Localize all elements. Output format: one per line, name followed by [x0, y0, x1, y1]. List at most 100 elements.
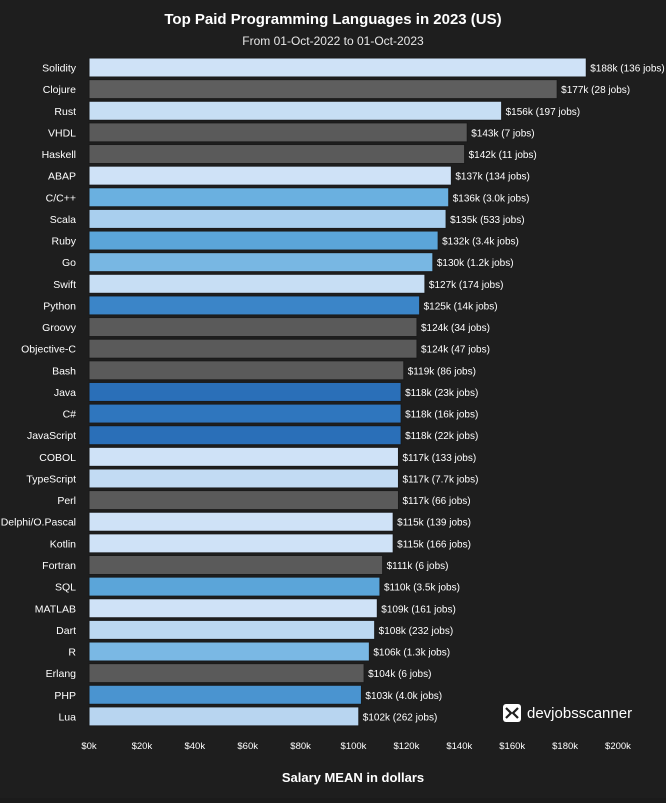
bar-haskell[interactable] — [88, 144, 466, 165]
x-tick-label: $80k — [290, 741, 311, 752]
x-axis-label: Salary MEAN in dollars — [282, 770, 424, 785]
bar-typescript[interactable] — [88, 468, 399, 489]
brand-name: devjobsscanner — [527, 705, 632, 722]
bar-perl[interactable] — [88, 490, 399, 511]
value-label: $104k (6 jobs) — [368, 669, 431, 680]
x-tick-label: $120k — [393, 741, 419, 752]
category-labels: Solidity Clojure Rust VHDL Haskell ABAP C/C++ S… — [1, 63, 77, 724]
bar-python[interactable] — [88, 295, 421, 316]
x-tick-label: $160k — [499, 741, 525, 752]
bar-vhdl[interactable] — [88, 122, 468, 143]
bar-matlab[interactable] — [88, 598, 378, 619]
category-label: Groovy — [42, 322, 77, 334]
x-tick-label: $100k — [341, 741, 367, 752]
x-tick-label: $180k — [552, 741, 578, 752]
bar-rust[interactable] — [88, 100, 503, 121]
category-label: TypeScript — [26, 473, 76, 485]
bar-dart[interactable] — [88, 619, 376, 640]
value-label: $117k (66 jobs) — [402, 496, 470, 507]
category-label: C# — [63, 409, 77, 421]
x-tick-label: $0k — [81, 741, 97, 752]
bars-layer — [88, 57, 587, 727]
category-label: PHP — [54, 690, 76, 702]
value-label: $124k (34 jobs) — [421, 323, 490, 334]
value-label: $143k (7 jobs) — [471, 128, 534, 139]
value-label: $132k (3.4k jobs) — [442, 237, 519, 248]
value-label: $127k (174 jobs) — [429, 280, 504, 291]
chart-title: Top Paid Programming Languages in 2023 (… — [164, 11, 501, 28]
bar-scala[interactable] — [88, 208, 447, 229]
value-label: $137k (134 jobs) — [455, 172, 530, 183]
category-label: SQL — [55, 582, 76, 594]
category-label: Rust — [54, 106, 76, 118]
value-label: $110k (3.5k jobs) — [384, 583, 460, 594]
bar-sql[interactable] — [88, 576, 381, 597]
category-label: ABAP — [48, 171, 76, 183]
devjobsscanner-logo-icon — [503, 704, 521, 722]
x-tick-label: $140k — [446, 741, 472, 752]
category-label: Delphi/O.Pascal — [1, 517, 76, 529]
value-label: $156k (197 jobs) — [506, 107, 581, 118]
bar-c-c-[interactable] — [88, 187, 450, 208]
value-label: $124k (47 jobs) — [421, 345, 490, 356]
x-axis-ticks: $0k $20k $40k $60k $80k $100k $120k $140k $160k $… — [81, 741, 631, 752]
bar-go[interactable] — [88, 252, 434, 273]
value-label: $130k (1.2k jobs) — [437, 258, 514, 269]
category-label: JavaScript — [27, 430, 76, 442]
value-labels: $188k (136 jobs) $177k (28 jobs) $156k (19… — [363, 64, 665, 724]
bar-c-[interactable] — [88, 403, 402, 424]
bar-java[interactable] — [88, 381, 402, 402]
value-label: $103k (4.0k jobs) — [365, 691, 442, 702]
bar-delphi-o-pascal[interactable] — [88, 511, 394, 532]
bar-lua[interactable] — [88, 706, 360, 727]
value-label: $118k (16k jobs) — [405, 410, 478, 421]
category-label: C/C++ — [46, 192, 76, 204]
value-label: $177k (28 jobs) — [561, 85, 630, 96]
value-label: $109k (161 jobs) — [381, 604, 456, 615]
category-label: R — [68, 647, 76, 659]
bar-kotlin[interactable] — [88, 533, 394, 554]
category-label: COBOL — [39, 452, 76, 464]
value-label: $188k (136 jobs) — [590, 64, 665, 75]
bar-fortran[interactable] — [88, 554, 384, 575]
value-label: $117k (7.7k jobs) — [402, 474, 478, 485]
category-label: Go — [62, 257, 76, 269]
bar-groovy[interactable] — [88, 317, 418, 338]
bar-bash[interactable] — [88, 360, 405, 381]
value-label: $117k (133 jobs) — [402, 453, 476, 464]
x-tick-label: $200k — [605, 741, 631, 752]
category-label: Scala — [50, 214, 76, 226]
category-label: Bash — [52, 365, 76, 377]
category-label: Haskell — [42, 149, 76, 161]
bar-clojure[interactable] — [88, 79, 558, 100]
value-label: $119k (86 jobs) — [408, 366, 476, 377]
bar-r[interactable] — [88, 641, 370, 662]
value-label: $118k (22k jobs) — [405, 431, 478, 442]
bar-ruby[interactable] — [88, 230, 439, 251]
x-tick-label: $20k — [132, 741, 153, 752]
category-label: Perl — [57, 495, 76, 507]
value-label: $115k (166 jobs) — [397, 539, 471, 550]
value-label: $135k (533 jobs) — [450, 215, 525, 226]
value-label: $106k (1.3k jobs) — [373, 648, 450, 659]
value-label: $125k (14k jobs) — [424, 301, 498, 312]
value-label: $111k (6 jobs) — [387, 561, 449, 572]
category-label: Swift — [53, 279, 76, 291]
bar-php[interactable] — [88, 684, 362, 705]
bar-solidity[interactable] — [88, 57, 587, 78]
bar-abap[interactable] — [88, 165, 452, 186]
bar-cobol[interactable] — [88, 446, 399, 467]
bar-swift[interactable] — [88, 273, 426, 294]
category-label: Solidity — [42, 63, 77, 75]
value-label: $115k (139 jobs) — [397, 518, 471, 529]
category-label: MATLAB — [35, 603, 76, 615]
category-label: Lua — [58, 711, 76, 723]
bar-javascript[interactable] — [88, 425, 402, 446]
bar-erlang[interactable] — [88, 663, 365, 684]
category-label: Dart — [56, 625, 76, 637]
category-label: VHDL — [48, 127, 76, 139]
bar-objective-c[interactable] — [88, 338, 418, 359]
value-label: $102k (262 jobs) — [363, 712, 438, 723]
